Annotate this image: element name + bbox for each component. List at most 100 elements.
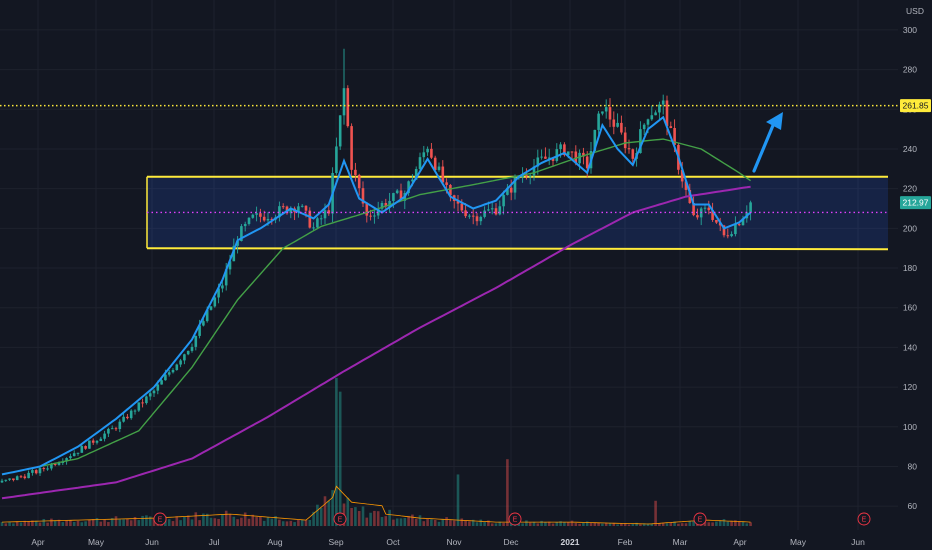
volume-bar	[213, 518, 217, 527]
volume-bar	[608, 522, 612, 527]
volume-bar	[99, 521, 103, 527]
candle-body	[281, 206, 285, 208]
candle-body	[494, 208, 498, 215]
x-tick-label: Mar	[673, 537, 688, 547]
candle-body	[430, 148, 433, 158]
volume-bar	[19, 522, 23, 527]
horizontal-levels[interactable]	[0, 104, 898, 214]
candle-body	[240, 226, 243, 242]
volume-bar	[403, 518, 407, 527]
candle-body	[338, 115, 342, 147]
candle-body	[722, 225, 726, 236]
volume-bar	[42, 518, 46, 527]
price-axis[interactable]: 6080100120140160180200220240260280300261…	[900, 25, 931, 511]
volume-bar	[741, 521, 745, 527]
candle-body	[126, 416, 129, 419]
volume-bar	[91, 519, 95, 527]
candle-body	[327, 210, 331, 214]
volume-bar	[171, 521, 175, 527]
volume-bar	[38, 522, 42, 527]
volume-bar	[388, 509, 391, 527]
volume-bar	[479, 519, 483, 527]
volume-bar	[585, 521, 589, 527]
x-tick-label: 2021	[561, 537, 580, 547]
volume-bar	[399, 518, 403, 527]
volume-bar	[319, 507, 323, 527]
up-arrow-icon[interactable]	[752, 112, 783, 173]
volume-bar	[4, 523, 8, 527]
candle-body	[593, 129, 597, 152]
candle-body	[737, 224, 741, 226]
y-tick-label: 200	[903, 223, 917, 233]
y-tick-label: 240	[903, 144, 917, 154]
candle-body	[164, 374, 167, 381]
volume-bar	[175, 516, 179, 527]
volume-bar	[559, 521, 562, 527]
last-price-badge: 212.97	[903, 198, 929, 208]
grid-lines	[0, 0, 898, 530]
candle-body	[221, 285, 224, 289]
volume-bar	[221, 514, 224, 527]
candle-body	[278, 206, 281, 218]
earnings-marker	[153, 512, 167, 526]
candle-body	[559, 144, 562, 150]
volume-bar	[745, 523, 749, 527]
candle-body	[521, 175, 524, 178]
candle-body	[354, 169, 357, 175]
candle-body	[582, 152, 585, 157]
y-tick-label: 60	[908, 501, 918, 511]
volume-bar	[734, 520, 737, 527]
candle-body	[703, 207, 707, 209]
candle-body	[289, 208, 293, 214]
volume-bar	[555, 522, 559, 527]
candle-body	[69, 456, 72, 459]
volume-bar	[566, 522, 570, 527]
volume-bar	[224, 510, 228, 527]
volume-bar	[483, 521, 486, 527]
candle-body	[186, 350, 190, 355]
volume-bar	[122, 519, 125, 527]
x-tick-label: Apr	[31, 537, 44, 547]
candle-body	[734, 224, 737, 235]
volume-bar	[23, 520, 27, 527]
time-axis[interactable]: Apr May Jun Jul Aug Sep Oct Nov Dec 2021 Feb Mar Apr…	[31, 537, 865, 547]
volume-bar	[217, 518, 220, 527]
volume-bar	[395, 518, 399, 527]
candle-body	[646, 119, 650, 125]
volume-bar	[593, 522, 597, 527]
volume-bar	[487, 520, 490, 527]
volume-bar	[525, 520, 528, 527]
volume-bar	[449, 520, 452, 527]
volume-bar	[414, 518, 418, 527]
volume-bar	[190, 519, 194, 527]
candle-body	[361, 188, 365, 204]
candle-body	[555, 149, 559, 161]
volume-bar	[278, 519, 281, 527]
candle-body	[468, 215, 471, 217]
volume-bar	[563, 522, 566, 527]
candle-body	[232, 245, 236, 262]
candle-body	[399, 190, 403, 201]
volume-bar	[635, 522, 638, 527]
volume-bar	[456, 474, 460, 527]
y-tick-label: 100	[903, 422, 917, 432]
candle-body	[608, 107, 612, 120]
candle-body	[65, 458, 68, 462]
volume-bar	[707, 522, 711, 527]
volume-bar	[297, 519, 300, 527]
candle-body	[84, 446, 87, 449]
volume-bar	[137, 520, 141, 527]
volume-bar	[582, 522, 585, 527]
candle-body	[483, 210, 486, 217]
volume-bar	[642, 523, 646, 527]
volume-bar	[247, 518, 251, 527]
volume-bar	[437, 521, 441, 527]
volume-bar	[194, 512, 198, 527]
candle-body	[38, 468, 42, 474]
volume-bar	[281, 521, 285, 527]
channel-bottom-line	[146, 247, 889, 251]
candle-body	[422, 152, 426, 158]
candle-body	[190, 346, 194, 351]
